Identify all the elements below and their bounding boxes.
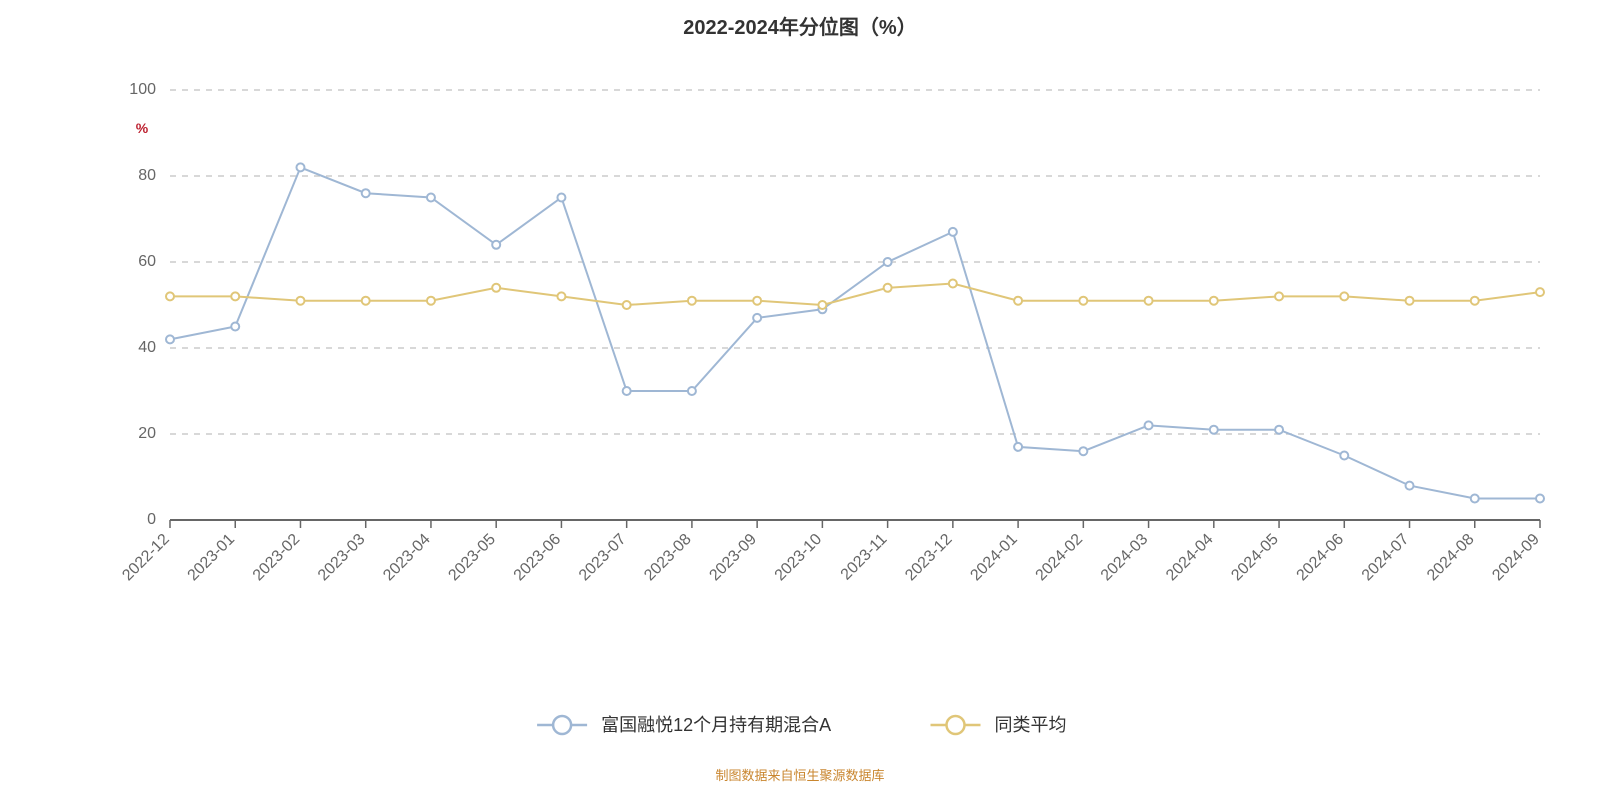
- xtick-label: 2024-07: [1359, 531, 1413, 585]
- series-marker-avg: [1014, 297, 1022, 305]
- series-marker-fund: [949, 228, 957, 236]
- xtick-label: 2024-08: [1424, 531, 1478, 585]
- ytick-label: 60: [138, 253, 156, 270]
- xtick-label: 2023-07: [576, 531, 630, 585]
- series-marker-avg: [623, 301, 631, 309]
- series-marker-fund: [427, 194, 435, 202]
- series-line-fund: [170, 167, 1540, 498]
- xtick-label: 2024-04: [1163, 531, 1217, 585]
- series-marker-avg: [753, 297, 761, 305]
- legend-marker-fund: [553, 716, 571, 734]
- xtick-label: 2023-11: [838, 531, 891, 584]
- xtick-label: 2023-04: [380, 531, 434, 585]
- legend-label-avg: 同类平均: [995, 715, 1067, 735]
- series-marker-avg: [688, 297, 696, 305]
- series-marker-avg: [884, 284, 892, 292]
- legend-marker-avg: [947, 716, 965, 734]
- series-marker-avg: [818, 301, 826, 309]
- series-marker-avg: [1210, 297, 1218, 305]
- series-marker-fund: [1079, 447, 1087, 455]
- series-marker-fund: [688, 387, 696, 395]
- xtick-label: 2023-08: [641, 531, 695, 585]
- series-marker-fund: [231, 323, 239, 331]
- xtick-label: 2024-06: [1294, 531, 1348, 585]
- series-marker-avg: [231, 292, 239, 300]
- series-marker-avg: [427, 297, 435, 305]
- series-marker-fund: [884, 258, 892, 266]
- series-marker-avg: [492, 284, 500, 292]
- series-marker-fund: [557, 194, 565, 202]
- series-marker-avg: [949, 280, 957, 288]
- ytick-label: 40: [138, 339, 156, 356]
- xtick-label: 2024-09: [1489, 531, 1543, 585]
- series-marker-fund: [1536, 495, 1544, 503]
- series-marker-avg: [1079, 297, 1087, 305]
- xtick-label: 2023-02: [250, 531, 304, 585]
- series-marker-avg: [1340, 292, 1348, 300]
- xtick-label: 2024-03: [1098, 531, 1152, 585]
- xtick-label: 2024-01: [967, 531, 1021, 585]
- ytick-label: 100: [129, 81, 156, 98]
- series-marker-fund: [1145, 421, 1153, 429]
- legend-label-fund: 富国融悦12个月持有期混合A: [601, 715, 831, 735]
- series-marker-avg: [1145, 297, 1153, 305]
- y-axis-unit: %: [136, 120, 149, 136]
- ytick-label: 20: [138, 425, 156, 442]
- series-marker-fund: [492, 241, 500, 249]
- xtick-label: 2022-12: [119, 531, 173, 585]
- chart-footer: 制图数据来自恒生聚源数据库: [715, 768, 884, 783]
- xtick-label: 2023-06: [511, 531, 565, 585]
- series-marker-avg: [1275, 292, 1283, 300]
- xtick-label: 2023-10: [772, 531, 826, 585]
- series-marker-fund: [1340, 452, 1348, 460]
- series-marker-fund: [753, 314, 761, 322]
- series-marker-avg: [166, 292, 174, 300]
- xtick-label: 2023-01: [185, 531, 239, 585]
- series-marker-fund: [1210, 426, 1218, 434]
- chart-title: 2022-2024年分位图（%）: [683, 15, 916, 39]
- xtick-label: 2023-09: [706, 531, 760, 585]
- series-marker-avg: [1406, 297, 1414, 305]
- series-marker-fund: [623, 387, 631, 395]
- series-marker-fund: [1275, 426, 1283, 434]
- series-marker-fund: [1406, 482, 1414, 490]
- series-marker-avg: [1536, 288, 1544, 296]
- xtick-label: 2024-05: [1228, 531, 1282, 585]
- series-marker-fund: [1471, 495, 1479, 503]
- chart-svg: 2022-2024年分位图（%）020406080100%2022-122023…: [0, 0, 1600, 800]
- xtick-label: 2024-02: [1033, 531, 1087, 585]
- series-marker-fund: [1014, 443, 1022, 451]
- xtick-label: 2023-05: [445, 531, 499, 585]
- series-marker-avg: [557, 292, 565, 300]
- series-marker-avg: [362, 297, 370, 305]
- ytick-label: 0: [147, 511, 156, 528]
- series-marker-fund: [362, 189, 370, 197]
- xtick-label: 2023-12: [902, 531, 956, 585]
- percentile-chart: { "chart": { "type": "line", "title": "2…: [0, 0, 1600, 800]
- xtick-label: 2023-03: [315, 531, 369, 585]
- series-marker-fund: [296, 163, 304, 171]
- series-marker-avg: [1471, 297, 1479, 305]
- series-marker-fund: [166, 335, 174, 343]
- ytick-label: 80: [138, 167, 156, 184]
- series-marker-avg: [296, 297, 304, 305]
